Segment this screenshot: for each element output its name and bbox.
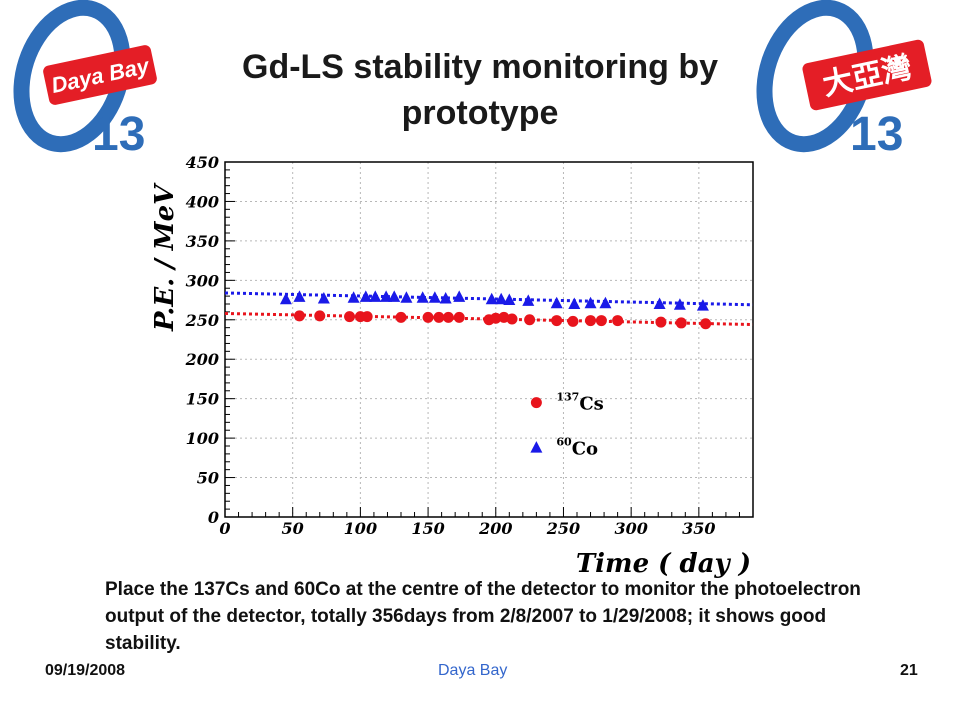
data-point-cs	[675, 317, 687, 329]
y-tick-label: 150	[186, 390, 219, 409]
data-point-co	[653, 297, 666, 309]
data-point-co	[380, 290, 393, 302]
data-point-co	[599, 296, 612, 309]
data-point-cs	[567, 315, 579, 327]
data-point-cs	[585, 315, 597, 327]
x-tick-label: 0	[219, 519, 230, 538]
data-point-co	[347, 291, 360, 303]
data-point-co	[495, 292, 508, 305]
data-point-co	[416, 291, 429, 303]
x-tick-label: 300	[614, 519, 647, 538]
data-point-co	[453, 290, 466, 302]
data-point-cs	[700, 318, 712, 330]
legend-marker-co	[530, 441, 543, 453]
legend-label-cs: 137Cs	[556, 391, 603, 415]
x-tick-label: 350	[682, 519, 715, 538]
data-point-co	[522, 294, 535, 306]
data-point-cs	[361, 311, 373, 323]
data-point-co	[293, 290, 306, 302]
data-point-co	[279, 292, 292, 305]
plot-frame	[224, 161, 754, 518]
data-point-co	[550, 296, 563, 309]
data-point-cs	[442, 311, 454, 323]
data-point-co	[503, 293, 516, 306]
data-point-cs	[395, 311, 407, 323]
data-point-cs	[595, 315, 607, 327]
data-point-co	[696, 299, 709, 311]
data-point-co	[369, 290, 382, 302]
data-point-co	[439, 291, 452, 304]
y-tick-label: 250	[185, 311, 219, 330]
data-point-co	[485, 292, 498, 305]
daya-bay-logo-right: 大亞灣 13	[756, 0, 932, 160]
x-axis-label: Time ( day )	[576, 549, 751, 579]
data-point-co	[317, 291, 330, 304]
legend-marker-cs	[530, 397, 542, 409]
data-point-co	[584, 296, 597, 309]
slide-title: Gd-LS stability monitoring by prototype	[242, 48, 718, 132]
logo-right-number: 13	[850, 108, 903, 160]
data-point-cs	[612, 315, 624, 327]
footer-center: Daya Bay	[438, 662, 508, 679]
data-point-cs	[293, 310, 305, 322]
footer-date: 09/19/2008	[45, 662, 126, 679]
y-tick-label: 300	[186, 271, 219, 290]
y-tick-label: 350	[186, 232, 219, 251]
y-tick-label: 400	[186, 192, 219, 211]
data-point-co	[428, 291, 441, 303]
x-tick-label: 50	[282, 519, 304, 538]
data-point-co	[400, 291, 413, 303]
daya-bay-logo-left: Daya Bay 13	[13, 0, 157, 160]
y-tick-label: 100	[186, 429, 219, 448]
x-tick-label: 200	[478, 519, 512, 538]
y-tick-label: 0	[208, 508, 219, 527]
data-point-cs	[655, 316, 667, 328]
y-axis-label: P.E. / MeV	[150, 182, 180, 332]
data-point-cs	[524, 314, 536, 326]
stability-chart: 0 50 100 150 200 250 300 350 0 50 100 150 200 250 300 3…	[145, 150, 760, 580]
y-tick-label: 200	[185, 350, 219, 369]
x-tick-label: 250	[546, 519, 580, 538]
legend-label-co: 60Co	[556, 436, 598, 460]
data-point-co	[388, 290, 401, 302]
chart-svg: 0 50 100 150 200 250 300 350 0 50 100 150 200 250 300 3…	[150, 153, 754, 579]
x-tick-label: 100	[344, 519, 377, 538]
logo-left-number: 13	[92, 108, 145, 160]
footer-page-number: 21	[900, 662, 918, 679]
y-tick-label: 450	[186, 153, 219, 172]
data-point-cs	[314, 310, 326, 322]
data-point-cs	[506, 313, 518, 325]
data-point-cs	[422, 311, 434, 323]
y-tick-label: 50	[197, 469, 219, 488]
data-point-co	[568, 297, 581, 309]
data-point-cs	[433, 311, 445, 323]
data-point-cs	[453, 311, 465, 323]
data-point-cs	[551, 315, 563, 327]
x-tick-label: 150	[411, 519, 444, 538]
slide-caption: Place the 137Cs and 60Co at the centre o…	[105, 579, 861, 654]
data-point-co	[673, 298, 686, 310]
data-point-co	[359, 290, 372, 302]
data-point-cs	[490, 312, 502, 324]
data-point-cs	[344, 311, 356, 323]
